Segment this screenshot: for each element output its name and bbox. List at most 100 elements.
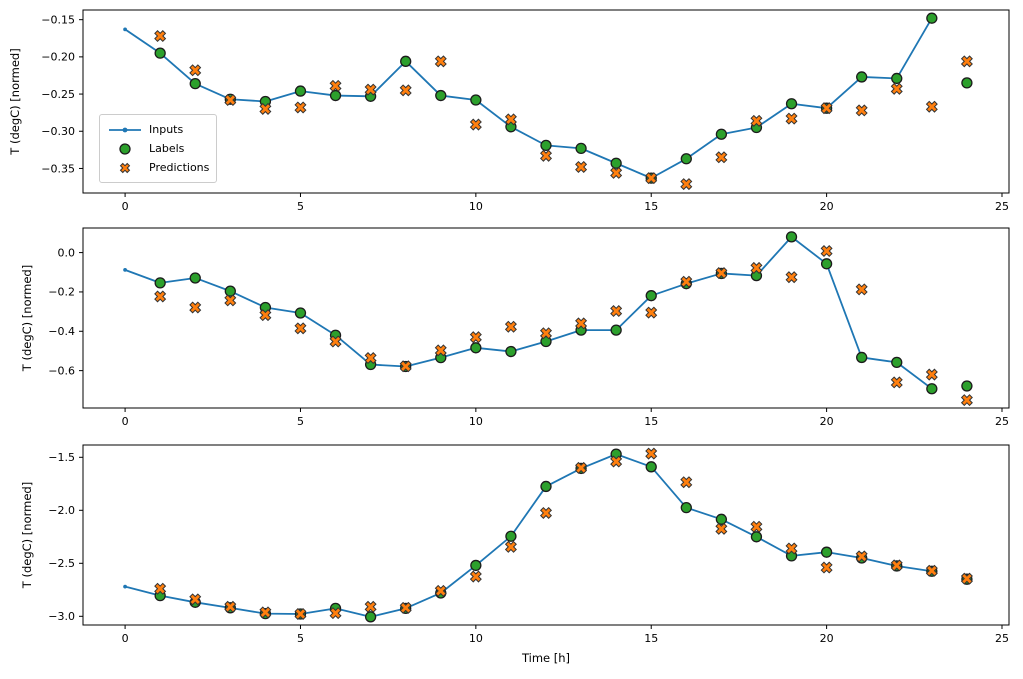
prediction-x-marker (960, 55, 973, 68)
subplot-1: 0 5 10 15 20 25 −0.15 −0.20 −0.25 −0.30 −0.35 T (de… (8, 9, 1010, 213)
prediction-x-marker (364, 83, 377, 96)
label-circle-marker (645, 461, 657, 473)
label-circle-marker (364, 611, 377, 623)
x-tick-label: 0 (122, 415, 129, 428)
prediction-x-marker (294, 322, 307, 335)
prediction-x-marker (224, 294, 237, 307)
prediction-x-marker (504, 540, 517, 553)
y-tick-label: −0.20 (41, 51, 75, 64)
predictions-x-icon (107, 160, 143, 176)
prediction-x-marker (750, 520, 763, 533)
label-circle-marker (820, 546, 833, 558)
prediction-x-marker (434, 584, 447, 597)
label-circle-marker (715, 128, 728, 140)
legend-label-labels: Labels (149, 142, 185, 155)
input-dot-marker (123, 584, 127, 589)
label-circle-marker (715, 513, 728, 525)
prediction-x-marker (820, 561, 833, 574)
prediction-x-marker (680, 476, 693, 489)
label-circle-marker (470, 342, 482, 354)
x-tick-label: 10 (469, 415, 483, 428)
label-circle-marker (470, 94, 482, 106)
label-circle-marker (680, 153, 692, 165)
x-tick-label: 5 (297, 415, 304, 428)
label-circle-marker (610, 324, 622, 336)
prediction-x-marker (364, 352, 377, 365)
prediction-x-marker (189, 301, 202, 314)
legend-label-predictions: Predictions (149, 161, 210, 174)
y-axis-label: T (degC) [normed] (20, 482, 34, 589)
label-circle-marker (610, 157, 622, 169)
prediction-x-marker (469, 331, 482, 344)
prediction-x-marker (750, 114, 763, 127)
labels-markers (154, 12, 973, 184)
label-circle-marker (505, 345, 517, 358)
prediction-x-marker (504, 320, 517, 333)
legend-label-inputs: Inputs (149, 123, 184, 136)
prediction-x-marker (750, 261, 763, 274)
prediction-x-marker (610, 305, 623, 318)
prediction-x-marker (960, 394, 973, 407)
plot-frame (82, 227, 1010, 409)
x-tick-label: 5 (297, 632, 304, 645)
label-circle-marker (785, 98, 798, 110)
prediction-x-marker (855, 283, 868, 296)
prediction-x-marker (575, 160, 588, 173)
prediction-x-marker (294, 607, 307, 620)
label-circle-marker (750, 531, 763, 543)
prediction-x-marker (890, 376, 903, 389)
y-tick-label: −0.4 (48, 325, 75, 338)
y-axis-label: T (degC) [normed] (8, 48, 22, 155)
label-circle-marker (645, 290, 657, 302)
prediction-x-marker (259, 102, 272, 115)
prediction-x-marker (925, 368, 938, 381)
label-circle-marker (961, 77, 973, 89)
y-tick-label: −2.5 (48, 557, 75, 570)
label-circle-marker (785, 231, 798, 243)
label-circle-marker (891, 72, 903, 85)
prediction-x-marker (469, 570, 482, 583)
label-circle-marker (189, 77, 201, 90)
label-circle-marker (435, 89, 447, 102)
prediction-x-marker (680, 275, 693, 288)
prediction-x-marker (154, 30, 167, 43)
label-circle-marker (224, 285, 236, 297)
label-circle-marker (470, 559, 482, 572)
x-tick-label: 20 (820, 415, 834, 428)
x-tick-label: 10 (469, 632, 483, 645)
prediction-x-marker (645, 172, 658, 185)
label-circle-marker (154, 47, 166, 59)
label-circle-marker (926, 383, 938, 395)
y-tick-label: 0.0 (58, 246, 76, 259)
x-tick-label: 5 (297, 200, 304, 213)
label-circle-marker (154, 277, 166, 289)
y-tick-label: −0.35 (41, 162, 75, 175)
labels-circle-icon (107, 141, 143, 157)
prediction-x-marker (645, 447, 658, 460)
prediction-x-marker (645, 306, 658, 319)
prediction-x-marker (539, 149, 553, 162)
prediction-x-marker (539, 327, 553, 340)
prediction-x-marker (154, 290, 167, 303)
y-tick-label: −0.30 (41, 125, 75, 138)
y-tick-label: −0.2 (48, 286, 75, 299)
inputs-polyline (124, 235, 933, 390)
y-axis-label: T (degC) [normed] (20, 265, 34, 372)
x-tick-label: 10 (469, 200, 483, 213)
y-tick-label: −1.5 (48, 451, 75, 464)
legend-item-inputs: Inputs (107, 120, 208, 139)
predictions-markers (154, 30, 973, 191)
x-tick-label: 25 (995, 632, 1009, 645)
prediction-x-marker (399, 601, 412, 614)
prediction-x-marker (224, 94, 237, 107)
label-circle-marker (575, 142, 587, 155)
label-circle-marker (856, 71, 868, 83)
prediction-x-marker (399, 84, 412, 97)
y-tick-label: −3.0 (48, 610, 75, 623)
prediction-x-marker (329, 335, 342, 348)
prediction-x-marker (294, 101, 307, 114)
label-circle-marker (505, 530, 517, 542)
y-tick-label: −0.25 (41, 88, 75, 101)
